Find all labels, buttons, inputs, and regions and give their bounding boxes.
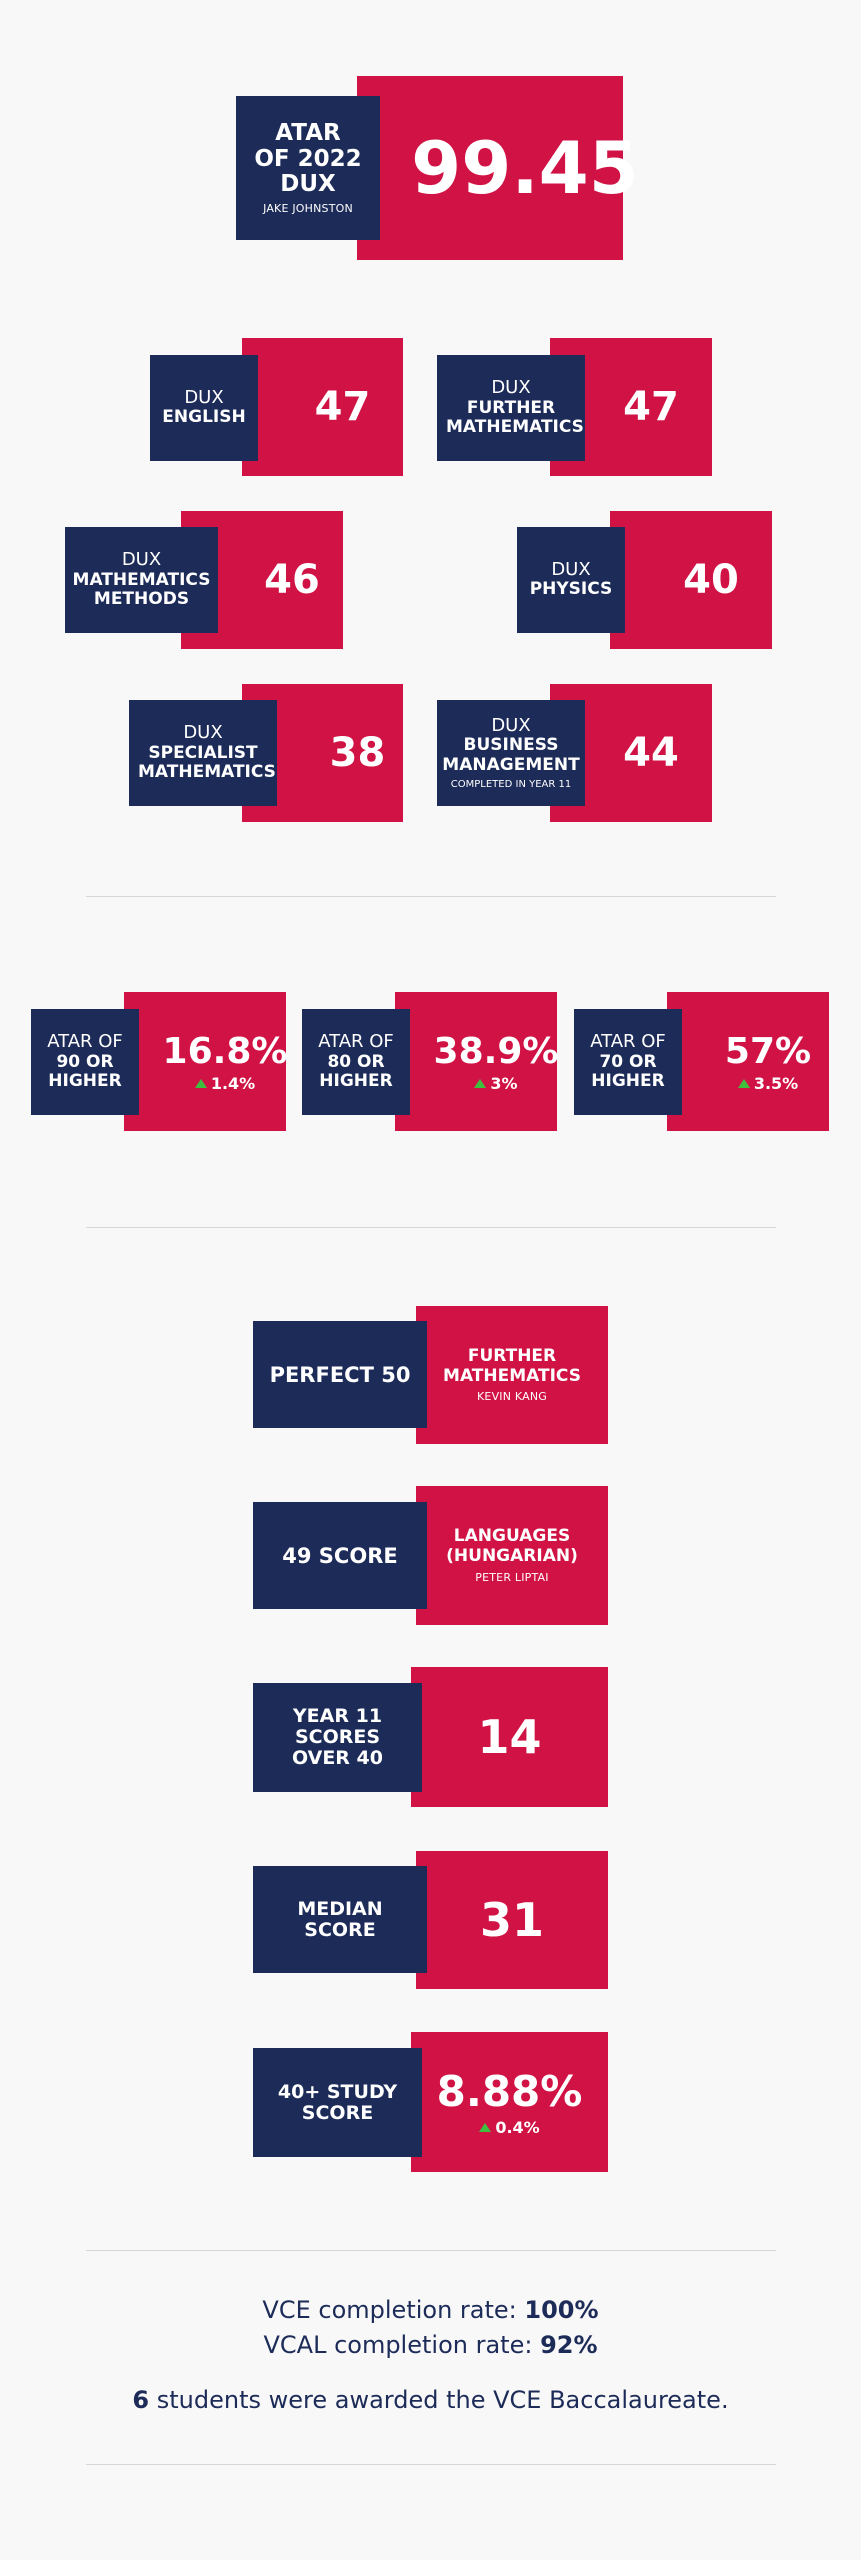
highlight-card-perfect-50: FURTHER MATHEMATICS KEVIN KANG (416, 1306, 608, 1444)
atar-band-value: 38.9% (433, 1030, 559, 1072)
subject-value: 47 (623, 384, 679, 430)
divider (86, 2250, 776, 2251)
highlight-card-49-score: LANGUAGES (HUNGARIAN) PETER LIPTAI (416, 1486, 608, 1625)
atar-band-delta-value: 3.5% (753, 1073, 799, 1093)
baccalaureate-line: 6 students were awarded the VCE Baccalau… (0, 2386, 861, 2414)
subject-value: 40 (683, 557, 739, 603)
highlight-label: MEDIAN SCORE (297, 1897, 383, 1941)
subject-pre: DUX (184, 387, 224, 409)
subject-value: 44 (623, 730, 679, 776)
atar-band-delta-value: 1.4% (210, 1073, 256, 1093)
subject-label-physics: DUX PHYSICS (517, 527, 625, 633)
divider (86, 896, 776, 897)
subject-pre: DUX (183, 722, 223, 744)
atar-band-title: 90 OR HIGHER (48, 1051, 122, 1092)
atar-band-delta-value: 3% (490, 1073, 518, 1093)
subject-pre: DUX (121, 549, 162, 571)
dux-atar-line2: OF 2022 (254, 145, 362, 172)
atar-band-card-90: 16.8% 1.4% (124, 992, 288, 1131)
dux-atar-line1: ATAR (275, 119, 341, 146)
highlight-title: LANGUAGES (HUNGARIAN) (446, 1526, 578, 1566)
atar-band-title: 70 OR HIGHER (591, 1051, 665, 1092)
subject-pre: DUX (491, 714, 531, 736)
atar-band-card-80: 38.9% 3% (395, 992, 559, 1131)
highlight-value: 31 (479, 1893, 544, 1947)
highlight-card-40-plus: 8.88% 0.4% (411, 2032, 608, 2172)
atar-band-value: 16.8% (162, 1030, 288, 1072)
up-arrow-icon (474, 1078, 487, 1088)
highlight-card-median: 31 (416, 1851, 608, 1989)
highlight-label: 49 SCORE (282, 1543, 398, 1568)
highlight-name: PETER LIPTAI (475, 1570, 549, 1584)
highlight-label-year11: YEAR 11 SCORES OVER 40 (253, 1683, 422, 1792)
atar-band-pre: ATAR OF (318, 1031, 394, 1053)
highlight-label: PERFECT 50 (269, 1362, 411, 1387)
dux-atar-label-card: ATAR OF 2022 DUX JAKE JOHNSTON (236, 96, 380, 240)
subject-pre: DUX (551, 559, 591, 581)
subject-title: BUSINESS MANAGEMENT (442, 735, 580, 775)
atar-band-title: 80 OR HIGHER (319, 1051, 393, 1092)
subject-title: SPECIALIST MATHEMATICS (138, 742, 276, 783)
vcal-completion-line: VCAL completion rate: 92% (0, 2331, 861, 2359)
vcal-completion-value: 92% (540, 2331, 598, 2359)
highlight-label-49-score: 49 SCORE (253, 1502, 427, 1609)
atar-band-label-80: ATAR OF 80 OR HIGHER (302, 1009, 410, 1115)
highlight-label-median: MEDIAN SCORE (253, 1866, 427, 1973)
subject-title: PHYSICS (529, 579, 613, 600)
atar-band-pre: ATAR OF (47, 1031, 123, 1053)
atar-band-delta: 1.4% (194, 1073, 256, 1093)
highlight-label: 40+ STUDY SCORE (277, 2080, 398, 2124)
atar-band-label-90: ATAR OF 90 OR HIGHER (31, 1009, 139, 1115)
up-arrow-icon (194, 1078, 207, 1088)
subject-value: 47 (314, 384, 371, 430)
atar-band-delta: 3% (474, 1073, 518, 1093)
atar-band-card-70: 57% 3.5% (667, 992, 829, 1131)
vcal-completion-label: VCAL completion rate: (263, 2331, 533, 2359)
vce-completion-value: 100% (524, 2296, 599, 2324)
highlight-card-year11: 14 (411, 1667, 608, 1807)
subject-card-english: 47 (242, 338, 403, 476)
highlight-delta: 0.4% (479, 2118, 540, 2137)
subject-label-maths-methods: DUX MATHEMATICS METHODS (65, 527, 218, 633)
subject-title: ENGLISH (162, 407, 246, 428)
divider (86, 1227, 776, 1228)
highlight-delta-value: 0.4% (495, 2118, 540, 2137)
atar-band-value: 57% (724, 1030, 812, 1072)
highlight-name: KEVIN KANG (477, 1390, 547, 1404)
highlight-label-40-plus: 40+ STUDY SCORE (253, 2048, 422, 2157)
highlight-label-perfect-50: PERFECT 50 (253, 1321, 427, 1428)
subject-note: COMPLETED IN YEAR 11 (450, 779, 572, 791)
subject-label-further-maths: DUX FURTHER MATHEMATICS (437, 355, 585, 461)
subject-label-english: DUX ENGLISH (150, 355, 258, 461)
highlight-value: 8.88% (436, 2067, 583, 2116)
highlight-label: YEAR 11 SCORES OVER 40 (291, 1705, 383, 1769)
subject-value: 38 (329, 730, 386, 776)
dux-atar-value: 99.45 (411, 126, 639, 210)
subject-card-physics: 40 (610, 511, 772, 649)
highlight-title: FURTHER MATHEMATICS (443, 1345, 581, 1386)
subject-label-specialist-maths: DUX SPECIALIST MATHEMATICS (129, 700, 277, 806)
subject-title: MATHEMATICS METHODS (72, 569, 211, 610)
vce-completion-line: VCE completion rate: 100% (0, 2296, 861, 2324)
atar-band-label-70: ATAR OF 70 OR HIGHER (574, 1009, 682, 1115)
subject-title: FURTHER MATHEMATICS (446, 397, 584, 438)
atar-band-pre: ATAR OF (590, 1031, 666, 1053)
baccalaureate-text: students were awarded the VCE Baccalaure… (156, 2386, 729, 2414)
vce-completion-label: VCE completion rate: (262, 2296, 517, 2324)
up-arrow-icon (737, 1078, 750, 1088)
baccalaureate-count: 6 (132, 2386, 150, 2414)
highlight-value: 14 (477, 1710, 542, 1764)
subject-pre: DUX (491, 377, 531, 399)
dux-student-name: JAKE JOHNSTON (263, 202, 353, 216)
divider (86, 2464, 776, 2465)
subject-label-business-management: DUX BUSINESS MANAGEMENT COMPLETED IN YEA… (437, 700, 585, 806)
up-arrow-icon (479, 2123, 492, 2132)
dux-atar-line3: DUX (280, 171, 336, 198)
atar-band-delta: 3.5% (737, 1073, 799, 1093)
subject-value: 46 (264, 557, 320, 603)
dux-atar-value-card: 99.45 (357, 76, 639, 260)
